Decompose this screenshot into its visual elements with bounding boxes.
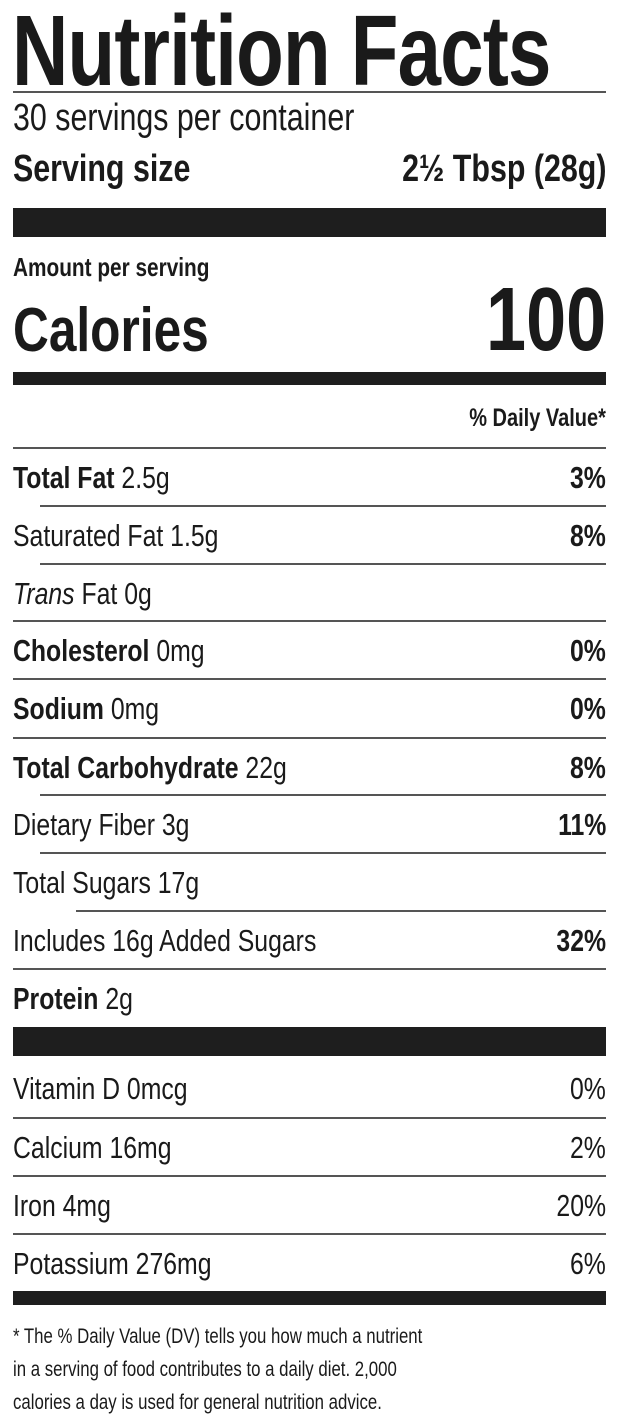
nutrient-row-added-sugars: Includes 16g Added Sugars 32% — [13, 923, 606, 958]
vitamin-row-vitamin-d: Vitamin D 0mcg 0% — [13, 1071, 606, 1106]
amount-per-serving: Amount per serving — [13, 252, 210, 282]
nutrient-row-cholesterol: Cholesterol 0mg 0% — [13, 633, 606, 668]
footnote: * The % Daily Value (DV) tells you how m… — [13, 1325, 423, 1414]
nutrient-row-total-carbohydrate: Total Carbohydrate 22g 8% — [13, 750, 606, 785]
serving-size-label: Serving size — [13, 148, 191, 190]
divider — [13, 91, 606, 93]
serving-size-value: 2½ Tbsp (28g) — [401, 148, 606, 190]
nutrient-row-sodium: Sodium 0mg 0% — [13, 691, 606, 726]
nutrient-row-total-sugars: Total Sugars 17g — [13, 865, 200, 900]
vitamin-row-calcium: Calcium 16mg 2% — [13, 1130, 606, 1165]
vitamin-row-iron: Iron 4mg 20% — [13, 1188, 606, 1223]
medium-divider — [13, 1291, 606, 1305]
nutrient-row-saturated-fat: Saturated Fat 1.5g 8% — [13, 518, 606, 553]
medium-divider — [13, 372, 606, 385]
nutrient-row-total-fat: Total Fat 2.5g 3% — [13, 460, 606, 495]
label-title: Nutrition Facts — [12, 0, 551, 107]
servings-per-container: 30 servings per container — [13, 97, 355, 139]
thick-divider — [13, 1027, 606, 1056]
nutrient-row-trans-fat: Trans Fat 0g — [13, 576, 152, 611]
vitamin-row-potassium: Potassium 276mg 6% — [13, 1246, 606, 1281]
nutrient-row-dietary-fiber: Dietary Fiber 3g 11% — [13, 807, 606, 842]
daily-value-header: % Daily Value* — [469, 404, 606, 432]
thick-divider — [13, 208, 606, 237]
nutrient-row-protein: Protein 2g — [13, 981, 133, 1016]
calories-value: 100 — [485, 270, 606, 370]
calories-label: Calories — [13, 296, 209, 365]
